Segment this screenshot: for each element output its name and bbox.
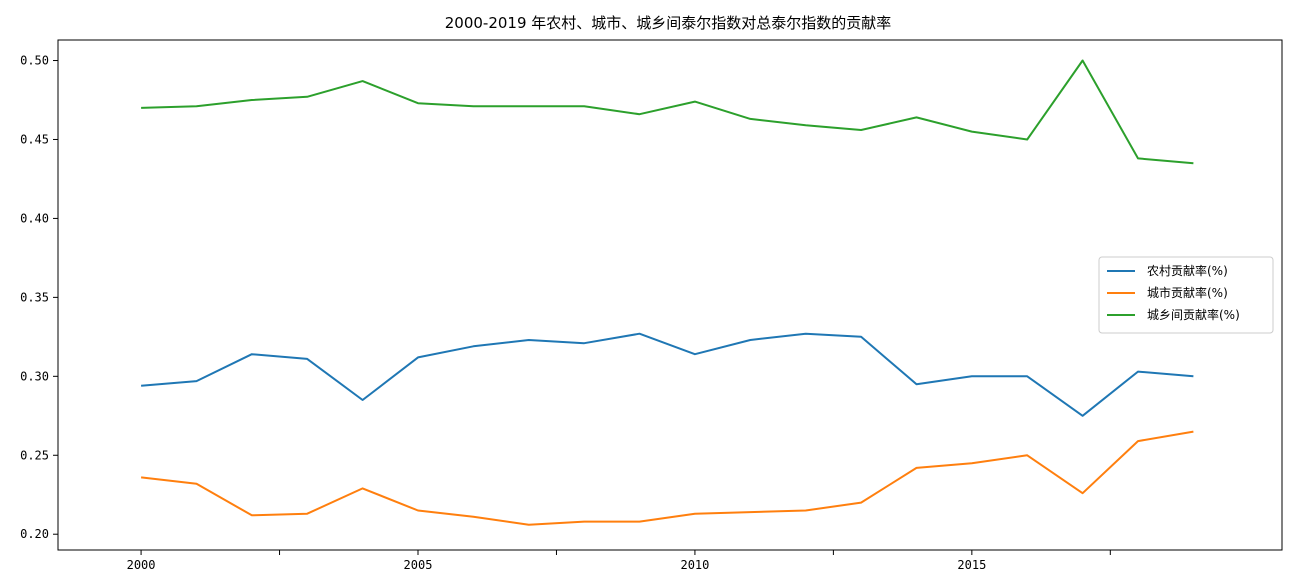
series-layer [140,59,1194,526]
y-tick-label: 0.40 [20,211,49,225]
x-axis: 2000 2005 2010 2015 [127,550,1111,572]
legend: 农村贡献率(%) 城市贡献率(%) 城乡间贡献率(%) [1098,256,1274,334]
y-tick-label: 0.35 [20,290,49,304]
chart-title: 2000-2019 年农村、城市、城乡间泰尔指数对总泰尔指数的贡献率 [445,14,892,32]
y-axis: 0.20 0.25 0.30 0.35 0.40 0.45 0.50 [20,54,58,541]
y-tick-label: 0.25 [20,448,49,462]
y-tick-label: 0.20 [20,527,49,541]
series-line-1 [140,430,1194,526]
legend-box [1098,256,1274,334]
x-tick-label: 2000 [127,558,156,572]
legend-label-2: 城乡间贡献率(%) [1147,307,1240,322]
series-line-2 [141,59,1194,165]
x-tick-label: 2010 [680,558,709,572]
plot-area-frame [57,39,1283,551]
y-tick-label: 0.45 [20,132,49,146]
x-tick-label: 2015 [957,558,986,572]
y-tick-label: 0.30 [20,369,49,383]
legend-label-0: 农村贡献率(%) [1147,263,1228,278]
series-line-0 [141,332,1194,417]
legend-label-1: 城市贡献率(%) [1147,285,1228,300]
x-tick-label: 2005 [404,558,433,572]
y-tick-label: 0.50 [20,54,49,68]
